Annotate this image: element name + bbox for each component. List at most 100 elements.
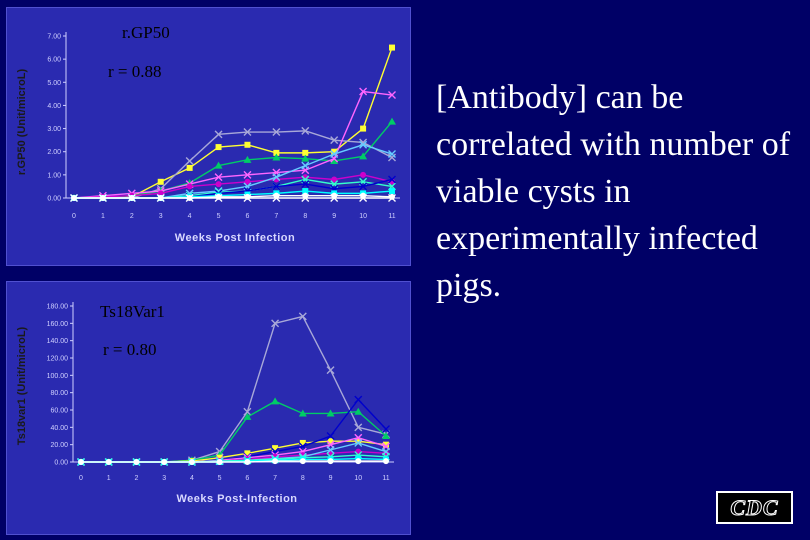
- data-point: [298, 312, 307, 321]
- series-line: [81, 460, 386, 463]
- x-tick-label: 10: [359, 213, 367, 220]
- data-point: [331, 148, 338, 155]
- data-point: [359, 87, 368, 96]
- x-tick-label: 11: [382, 475, 389, 482]
- x-tick-label: 7: [274, 213, 278, 220]
- x-tick-label: 2: [130, 213, 134, 220]
- y-tick-label: 40.00: [50, 425, 68, 432]
- series-line: [74, 144, 393, 199]
- y-tick-label: 20.00: [50, 442, 68, 449]
- data-point: [331, 176, 338, 183]
- x-tick-label: 0: [79, 475, 83, 482]
- chart-ts18var1-svg: 0.00 20.00 40.00 60.00 80.00 100.00 120.00 140.…: [16, 302, 394, 505]
- data-point: [185, 194, 194, 202]
- chart-annotation-r: r = 0.80: [103, 340, 157, 359]
- x-tick-label: 11: [388, 213, 395, 220]
- data-point: [214, 130, 223, 139]
- data-point: [185, 156, 194, 165]
- data-point: [272, 173, 281, 182]
- data-point: [330, 156, 339, 164]
- x-tick-label: 1: [101, 213, 105, 220]
- x-tick-label: 7: [273, 475, 277, 482]
- data-point: [327, 458, 334, 465]
- data-point: [301, 154, 310, 162]
- series-line: [73, 90, 393, 199]
- data-point: [327, 438, 334, 445]
- data-point: [214, 161, 223, 169]
- data-point: [388, 91, 396, 100]
- x-tick-label: 3: [159, 213, 163, 220]
- data-point: [326, 445, 335, 454]
- data-point: [157, 190, 164, 197]
- data-point: [272, 128, 281, 137]
- data-point: [359, 194, 368, 202]
- chart-annotation-r: r = 0.88: [108, 62, 162, 81]
- data-point: [301, 180, 310, 189]
- data-point: [244, 178, 251, 185]
- data-point: [244, 141, 251, 148]
- data-point: [388, 150, 396, 159]
- y-tick-label: 6.00: [47, 57, 61, 64]
- data-point: [388, 117, 396, 125]
- y-tick-label: 1.00: [47, 172, 61, 179]
- data-point: [302, 188, 309, 195]
- data-point: [243, 194, 252, 202]
- x-axis-title: Weeks Post Infection: [175, 232, 295, 244]
- y-tick-label: 140.00: [47, 338, 69, 345]
- data-point: [298, 409, 307, 417]
- data-point: [243, 407, 252, 416]
- data-point: [156, 194, 165, 202]
- series-line: [73, 174, 393, 199]
- data-point: [355, 458, 362, 465]
- data-point: [383, 441, 389, 448]
- x-tick-label: 10: [354, 475, 362, 482]
- x-tick-label: 4: [188, 213, 192, 220]
- data-point: [354, 438, 363, 447]
- data-point: [188, 459, 195, 465]
- data-point: [389, 188, 395, 195]
- data-point: [354, 407, 363, 415]
- data-point: [354, 423, 363, 432]
- data-point: [272, 194, 281, 202]
- data-point: [215, 181, 222, 188]
- x-tick-label: 1: [107, 475, 111, 482]
- data-point: [360, 171, 367, 178]
- y-axis-title: Ts18var1 (Unit/microL): [16, 326, 28, 445]
- cdc-logo-text: CDC: [730, 494, 779, 520]
- data-point: [186, 164, 193, 171]
- data-point: [359, 152, 368, 160]
- x-tick-label: 2: [135, 475, 139, 482]
- chart-rgp50-svg: 0.00 1.00 2.00 3.00 4.00 5.00 6.00 7.00 0 1 2 3 4 5 6 7…: [16, 32, 400, 244]
- data-point: [271, 447, 280, 456]
- y-tick-label: 4.00: [47, 103, 61, 110]
- x-tick-label: 9: [329, 475, 333, 482]
- data-point: [326, 432, 335, 440]
- y-axis-title: r.GP50 (Unit/microL): [16, 68, 28, 175]
- x-tick-label: 0: [72, 213, 76, 220]
- data-point: [133, 459, 140, 465]
- y-tick-label: 180.00: [47, 304, 69, 311]
- data-point: [243, 412, 252, 420]
- x-tick-label: 5: [217, 213, 221, 220]
- data-point: [383, 458, 389, 465]
- data-point: [354, 395, 363, 404]
- data-point: [382, 432, 390, 439]
- chart-annotation-name: Ts18Var1: [100, 302, 165, 321]
- data-point: [330, 136, 339, 145]
- x-tick-label: 8: [303, 213, 307, 220]
- data-point: [355, 438, 362, 445]
- y-tick-label: 160.00: [47, 321, 69, 328]
- y-tick-label: 100.00: [47, 373, 69, 380]
- x-tick-label: 4: [190, 475, 194, 482]
- headline-text: [Antibody] can be correlated with number…: [436, 79, 791, 304]
- x-tick-label: 8: [301, 475, 305, 482]
- data-point: [273, 149, 280, 156]
- data-point: [299, 458, 306, 465]
- y-tick-label: 80.00: [50, 390, 68, 397]
- x-tick-label: 6: [246, 213, 250, 220]
- y-tick-label: 2.00: [47, 149, 61, 156]
- y-tick-label: 60.00: [50, 408, 68, 415]
- chart-annotation-name: r.GP50: [122, 23, 170, 42]
- y-tick-label: 5.00: [47, 80, 61, 87]
- data-point: [98, 194, 107, 202]
